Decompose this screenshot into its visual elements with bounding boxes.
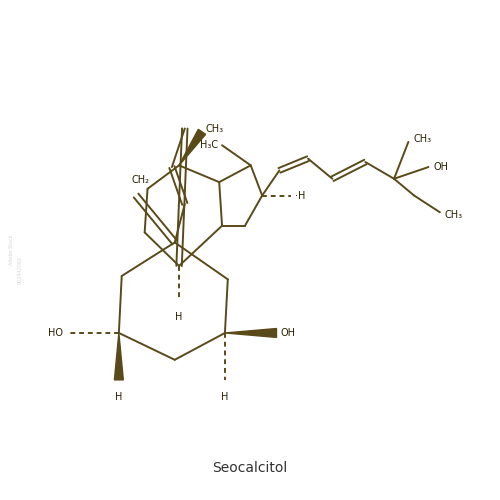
Text: Seocalcitol: Seocalcitol bbox=[212, 460, 288, 474]
Text: H: H bbox=[221, 392, 228, 402]
Polygon shape bbox=[225, 328, 276, 338]
Text: ·H: ·H bbox=[295, 190, 305, 200]
Text: H: H bbox=[115, 392, 122, 402]
Text: Adobe Stock: Adobe Stock bbox=[9, 234, 14, 266]
Text: H₃C: H₃C bbox=[200, 140, 218, 150]
Text: HO: HO bbox=[48, 328, 64, 338]
Text: CH₂: CH₂ bbox=[131, 174, 149, 184]
Polygon shape bbox=[114, 333, 124, 380]
Text: CH₃: CH₃ bbox=[445, 210, 463, 220]
Text: OH: OH bbox=[280, 328, 295, 338]
Text: 902442082: 902442082 bbox=[18, 256, 22, 284]
Text: CH₃: CH₃ bbox=[414, 134, 432, 144]
Text: H: H bbox=[176, 312, 182, 322]
Text: OH: OH bbox=[434, 162, 448, 172]
Polygon shape bbox=[179, 130, 206, 166]
Text: CH₃: CH₃ bbox=[206, 124, 224, 134]
